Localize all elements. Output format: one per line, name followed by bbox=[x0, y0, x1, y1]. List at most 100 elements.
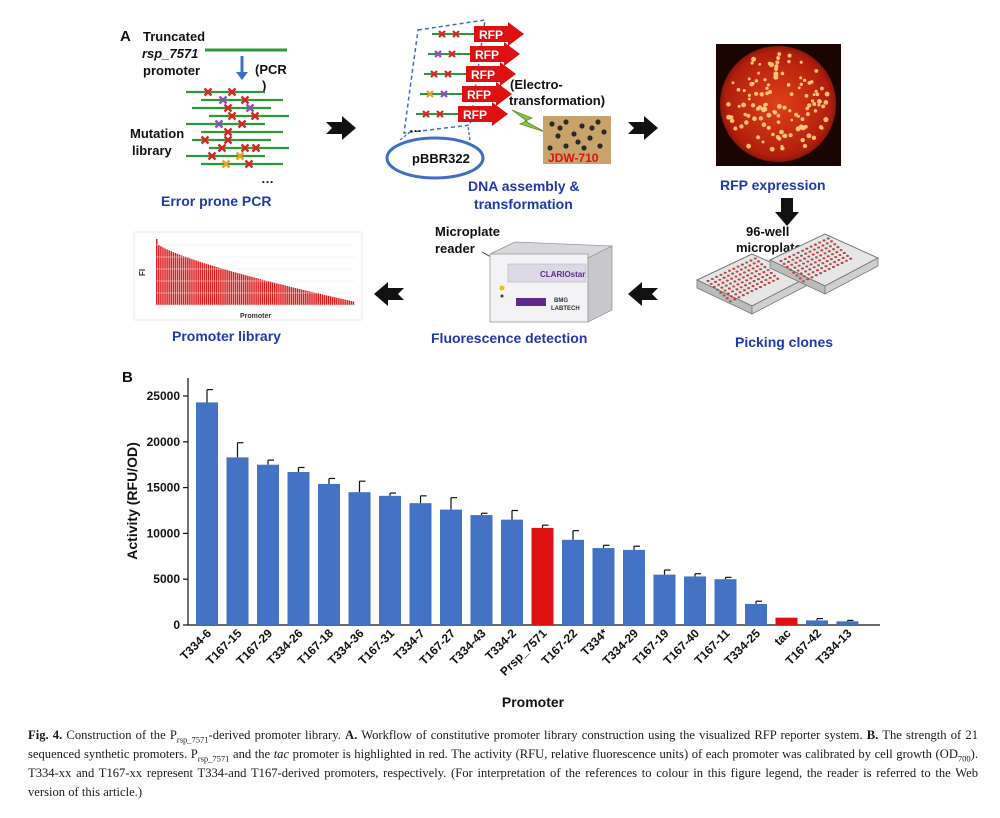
activity-bar-chart: 0 5000 10000 15000 20000 25000 T334-6T167-15T… bbox=[124, 378, 880, 710]
y-tick-label: 20000 bbox=[147, 435, 181, 449]
petri-dish bbox=[720, 46, 836, 162]
caption-fig-label: Fig. 4. bbox=[28, 728, 63, 742]
caption-text-6: promoter is highlighted in red. The acti… bbox=[292, 747, 958, 761]
y-tick-label: 5000 bbox=[153, 572, 180, 586]
bar-t167-18 bbox=[318, 483, 340, 625]
bar-t334- bbox=[592, 548, 615, 625]
caption-text-4: The strength of 21 sequenced synthetic p… bbox=[28, 728, 978, 761]
bar-t167-27 bbox=[440, 509, 462, 625]
plate-reader-icon bbox=[489, 241, 613, 323]
bar-t167-22 bbox=[562, 539, 584, 625]
bacteria-colonies bbox=[547, 119, 607, 151]
ellipsis-2: … bbox=[409, 120, 422, 135]
truncated-label: Truncated bbox=[143, 29, 205, 44]
bar-t334-36 bbox=[348, 492, 371, 625]
error-prone-pcr-title: Error prone PCR bbox=[161, 193, 271, 209]
bar-t334-43 bbox=[470, 515, 493, 625]
instrument-label: CLARIOstar bbox=[540, 270, 585, 279]
assembly-dashed-box bbox=[403, 19, 486, 134]
panel-a-label: A bbox=[120, 28, 131, 45]
caption-text-1: Construction of the P bbox=[66, 728, 177, 742]
caption-tac: tac bbox=[273, 747, 290, 761]
picking-clones-step: 96-well microplate Picking clones bbox=[695, 224, 880, 350]
flow-arrow-icon-down bbox=[775, 198, 799, 226]
rfp-label: RFP bbox=[471, 68, 495, 82]
y-ticks: 0 5000 10000 15000 20000 25000 bbox=[147, 389, 188, 632]
bar-t334-29 bbox=[623, 549, 645, 625]
bar-t334-2 bbox=[501, 519, 523, 625]
library-label: library bbox=[132, 143, 173, 158]
microplate-label: microplate bbox=[736, 240, 802, 255]
strain-label: JDW-710 bbox=[548, 151, 599, 165]
rfp-label: RFP bbox=[463, 108, 487, 122]
promoter-library-title: Promoter library bbox=[172, 328, 281, 344]
microplate-reader-label-2: reader bbox=[435, 241, 475, 256]
flow-arrow-icon-2 bbox=[628, 116, 658, 140]
dna-assembly-step: RFP RFP RFP RFP RFP … pBBR322 (Electro- tran… bbox=[385, 19, 611, 212]
ellipsis-1: … bbox=[261, 171, 274, 186]
bar-t334-6 bbox=[196, 402, 218, 625]
caption-text-2: -derived promoter library. bbox=[208, 728, 341, 742]
promoter-name-label: rsp_7571 bbox=[142, 46, 198, 61]
pcr-paren: ) bbox=[262, 78, 266, 93]
bars bbox=[196, 388, 859, 625]
labtech-label: LABTECH bbox=[551, 306, 580, 312]
rfp-expression-step: RFP expression bbox=[716, 44, 841, 193]
figure-caption: Fig. 4. Construction of the Prsp_7571-de… bbox=[28, 726, 978, 802]
bar-prsp-7571 bbox=[531, 527, 554, 625]
rfp-label: RFP bbox=[475, 48, 499, 62]
bar-t167-19 bbox=[653, 574, 676, 625]
bar-t334-25 bbox=[745, 603, 767, 625]
y-tick-label: 0 bbox=[173, 618, 180, 632]
pcr-arrowhead-icon bbox=[236, 72, 248, 80]
flow-arrow-icon-4 bbox=[374, 282, 404, 306]
mutation-library-lines bbox=[186, 87, 289, 169]
y-axis-label: Activity (RFU/OD) bbox=[124, 442, 140, 559]
96-well-label: 96-well bbox=[746, 224, 789, 239]
bar-t334-26 bbox=[287, 472, 310, 625]
caption-b: B. bbox=[866, 728, 879, 742]
plasmid-label: pBBR322 bbox=[412, 151, 470, 166]
rfp-label: RFP bbox=[467, 88, 491, 102]
microplate-icon-2 bbox=[768, 233, 880, 295]
y-tick-label: 15000 bbox=[147, 481, 181, 495]
error-prone-pcr-step: Truncated rsp_7571 promoter (PCR ) Mutat… bbox=[130, 29, 289, 209]
y-tick-label: 10000 bbox=[147, 526, 181, 540]
pcr-label: (PCR bbox=[255, 62, 287, 77]
bar-t167-42 bbox=[806, 620, 828, 625]
fluorescence-detection-title: Fluorescence detection bbox=[431, 330, 587, 346]
bar-t167-11 bbox=[714, 579, 737, 625]
promoter-library-step: FI Promoter Promoter library bbox=[133, 231, 363, 344]
electro-label-2: transformation) bbox=[509, 93, 605, 108]
bar-t167-40 bbox=[684, 576, 706, 625]
electro-label-1: (Electro- bbox=[510, 77, 563, 92]
plasmid-icon bbox=[385, 136, 485, 180]
flow-arrow-icon-3 bbox=[628, 282, 658, 306]
lightning-icon bbox=[511, 109, 546, 133]
mini-chart-x-label: Promoter bbox=[240, 313, 271, 320]
promoter-word-label: promoter bbox=[143, 63, 200, 78]
plasmid-guide-left bbox=[399, 131, 411, 141]
bar-t334-7 bbox=[409, 503, 432, 625]
caption-sub-1: rsp_7571 bbox=[176, 734, 209, 745]
panel-b-label: B bbox=[122, 369, 133, 386]
x-axis-label: Promoter bbox=[502, 694, 565, 710]
picking-clones-title: Picking clones bbox=[735, 334, 833, 350]
caption-sub-3: 700 bbox=[957, 753, 971, 764]
rfp-constructs: RFP RFP RFP RFP RFP bbox=[416, 22, 524, 126]
bar-t167-31 bbox=[379, 495, 401, 625]
dna-assembly-title-2: transformation bbox=[474, 196, 573, 212]
flow-arrow-icon-1 bbox=[326, 116, 356, 140]
x-tick-label: tac bbox=[771, 626, 793, 648]
caption-text-3: Workflow of constitutive promoter librar… bbox=[361, 728, 863, 742]
caption-text-7: ). T334-xx and T167-xx represent T334-an… bbox=[28, 747, 979, 799]
microplate-reader-label-1: Microplate bbox=[435, 224, 500, 239]
caption-sub-2: rsp_7571 bbox=[197, 753, 230, 764]
mini-chart-fi-label: FI bbox=[138, 269, 147, 276]
rfp-expression-title: RFP expression bbox=[720, 177, 826, 193]
x-tick-labels: T334-6T167-15T167-29T334-26T167-18T334-3… bbox=[177, 626, 855, 679]
mini-chart-bars bbox=[155, 239, 356, 306]
bar-t167-29 bbox=[257, 464, 279, 625]
caption-text-5: and the bbox=[233, 747, 271, 761]
